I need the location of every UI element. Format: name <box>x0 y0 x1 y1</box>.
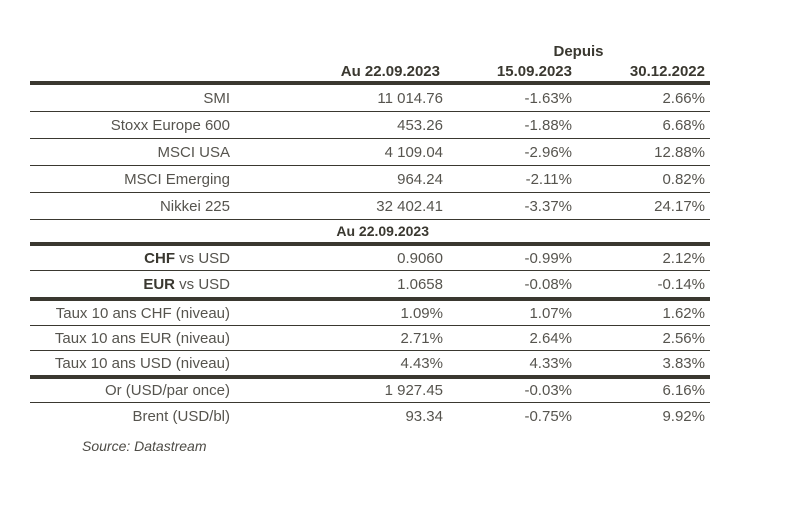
header-col-value-date: Au 22.09.2023 <box>340 63 440 80</box>
table-row-msci-emerging: MSCI Emerging 964.24 -2.11% 0.82% <box>30 166 710 193</box>
table-row-rate-eur: Taux 10 ans EUR (niveau) 2.71% 2.64% 2.5… <box>30 326 710 351</box>
table-row-brent: Brent (USD/bl) 93.34 -0.75% 9.92% <box>30 403 710 429</box>
header-row-depuis: Depuis <box>30 40 710 62</box>
row-value: 32 402.41 <box>376 197 443 215</box>
currency-code: CHF <box>144 249 175 267</box>
row-label: Taux 10 ans EUR (niveau) <box>54 329 230 347</box>
row-label: SMI <box>203 89 230 107</box>
row-label: Brent (USD/bl) <box>132 407 230 425</box>
row-change-since2: 12.88% <box>654 143 705 161</box>
row-label: MSCI Emerging <box>124 170 230 188</box>
row-change-since2: -0.14% <box>657 275 705 293</box>
row-change-since1: -0.99% <box>524 249 572 267</box>
header-depuis-label: Depuis <box>553 42 604 60</box>
row-change-since2: 2.12% <box>662 249 705 267</box>
row-label: Taux 10 ans CHF (niveau) <box>55 304 230 322</box>
currency-code: EUR <box>143 275 175 293</box>
row-change-since2: 0.82% <box>662 170 705 188</box>
table-row-stoxx: Stoxx Europe 600 453.26 -1.88% 6.68% <box>30 112 710 139</box>
row-value: 1.09% <box>400 304 443 322</box>
row-value: 2.71% <box>400 329 443 347</box>
row-change-since1: -0.08% <box>524 275 572 293</box>
row-change-since2: 9.92% <box>662 407 705 425</box>
row-label: Nikkei 225 <box>159 197 230 215</box>
row-value: 4 109.04 <box>384 143 443 161</box>
table-row-chf-usd: CHF vs USD 0.9060 -0.99% 2.12% <box>30 246 710 271</box>
row-label: Stoxx Europe 600 <box>110 116 230 134</box>
table-row-gold: Or (USD/par once) 1 927.45 -0.03% 6.16% <box>30 379 710 403</box>
row-value: 1 927.45 <box>384 382 443 399</box>
row-value: 964.24 <box>397 170 443 188</box>
row-value: 1.0658 <box>397 275 443 293</box>
row-change-since1: -3.37% <box>524 197 572 215</box>
row-change-since1: -1.88% <box>524 116 572 134</box>
currency-pair-rest: vs USD <box>174 275 230 293</box>
row-change-since2: 2.66% <box>662 89 705 107</box>
row-change-since2: 3.83% <box>662 354 705 372</box>
row-change-since2: 6.16% <box>662 382 705 399</box>
row-label: MSCI USA <box>157 143 230 161</box>
table-row-nikkei: Nikkei 225 32 402.41 -3.37% 24.17% <box>30 193 710 220</box>
row-change-since2: 2.56% <box>662 329 705 347</box>
row-label: Or (USD/par once) <box>104 382 230 399</box>
row-value: 93.34 <box>405 407 443 425</box>
row-change-since1: 2.64% <box>529 329 572 347</box>
currency-pair-rest: vs USD <box>174 249 230 267</box>
header-col-since1-date: 15.09.2023 <box>496 63 572 80</box>
row-value: 453.26 <box>397 116 443 134</box>
row-change-since2: 24.17% <box>654 197 705 215</box>
row-change-since1: -1.63% <box>524 89 572 107</box>
row-change-since2: 6.68% <box>662 116 705 134</box>
market-data-table: Depuis Au 22.09.2023 15.09.2023 30.12.20… <box>30 40 710 454</box>
row-change-since1: -2.11% <box>525 170 572 188</box>
header-col-since2-date: 30.12.2022 <box>629 63 705 80</box>
row-change-since2: 1.62% <box>662 304 705 322</box>
row-value: 0.9060 <box>397 249 443 267</box>
row-change-since1: -0.03% <box>524 382 572 399</box>
source-note: Source: Datastream <box>82 438 207 454</box>
section-header-label: Au 22.09.2023 <box>336 223 429 239</box>
header-row-dates: Au 22.09.2023 15.09.2023 30.12.2022 <box>30 62 710 85</box>
table-row-smi: SMI 11 014.76 -1.63% 2.66% <box>30 85 710 112</box>
row-label: CHF vs USD <box>30 250 235 267</box>
row-value: 11 014.76 <box>377 89 443 107</box>
row-value: 4.43% <box>400 354 443 372</box>
row-label: EUR vs USD <box>30 276 235 293</box>
section-header-row: Au 22.09.2023 <box>30 220 710 246</box>
row-change-since1: -0.75% <box>524 407 572 425</box>
row-change-since1: 4.33% <box>529 354 572 372</box>
table-row-eur-usd: EUR vs USD 1.0658 -0.08% -0.14% <box>30 271 710 301</box>
table-row-msci-usa: MSCI USA 4 109.04 -2.96% 12.88% <box>30 139 710 166</box>
table-row-rate-usd: Taux 10 ans USD (niveau) 4.43% 4.33% 3.8… <box>30 351 710 379</box>
row-change-since1: 1.07% <box>529 304 572 322</box>
row-change-since1: -2.96% <box>524 143 572 161</box>
row-label: Taux 10 ans USD (niveau) <box>54 354 230 372</box>
table-row-rate-chf: Taux 10 ans CHF (niveau) 1.09% 1.07% 1.6… <box>30 301 710 326</box>
